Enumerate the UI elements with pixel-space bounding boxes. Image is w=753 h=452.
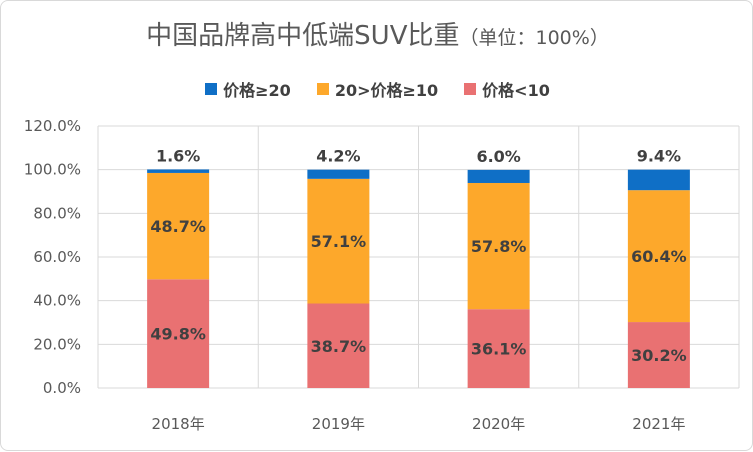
legend: 价格≥20 20>价格≥10 价格<10 — [1, 77, 753, 101]
legend-item: 价格≥20 — [205, 77, 291, 101]
legend-item: 20>价格≥10 — [316, 77, 439, 101]
bar-segment — [467, 169, 530, 183]
data-label: 38.7% — [311, 337, 367, 356]
y-tick-label: 60.0% — [33, 248, 81, 266]
data-label: 48.7% — [150, 217, 206, 236]
y-tick-label: 120.0% — [24, 117, 81, 135]
legend-item: 价格<10 — [464, 77, 550, 101]
chart-title: 中国品牌高中低端SUV比重（单位：100%） — [1, 15, 753, 52]
data-label: 49.8% — [150, 325, 206, 344]
y-tick-label: 80.0% — [33, 204, 81, 222]
legend-label: 价格≥20 — [223, 81, 291, 100]
legend-swatch — [464, 83, 477, 95]
y-tick-label: 40.0% — [33, 292, 81, 310]
data-label: 1.6% — [156, 146, 200, 165]
legend-label: 价格<10 — [482, 81, 550, 100]
x-tick-label: 2018年 — [152, 415, 205, 433]
x-tick-label: 2021年 — [632, 415, 685, 433]
data-label: 36.1% — [471, 340, 527, 359]
x-tick-label: 2020年 — [472, 415, 525, 433]
y-tick-label: 0.0% — [43, 379, 81, 397]
x-tick-label: 2019年 — [312, 415, 365, 433]
y-tick-label: 20.0% — [33, 335, 81, 353]
chart-title-main: 中国品牌高中低端SUV比重 — [146, 21, 460, 51]
data-label: 4.2% — [316, 147, 360, 166]
bar-segment — [147, 279, 210, 388]
data-label: 9.4% — [637, 147, 681, 166]
data-label: 60.4% — [631, 247, 687, 266]
data-label: 57.8% — [471, 237, 527, 256]
data-label: 57.1% — [311, 232, 367, 251]
chart-subtitle: （单位：100%） — [459, 27, 609, 49]
bar-segment — [627, 169, 690, 191]
bar-segment — [147, 172, 210, 280]
data-label: 6.0% — [476, 147, 520, 166]
data-label: 30.2% — [631, 346, 687, 365]
legend-swatch — [205, 83, 218, 95]
bar-segment — [307, 169, 370, 179]
legend-swatch — [316, 83, 329, 95]
bar-segment — [307, 178, 370, 304]
bar-segment — [147, 169, 210, 173]
legend-label: 20>价格≥10 — [334, 81, 439, 100]
y-tick-label: 100.0% — [24, 161, 81, 179]
bar-segment — [467, 182, 530, 310]
bar-segment — [627, 322, 690, 388]
bar-segment — [307, 303, 370, 388]
bar-segment — [467, 309, 530, 388]
bar-segment — [627, 190, 690, 323]
